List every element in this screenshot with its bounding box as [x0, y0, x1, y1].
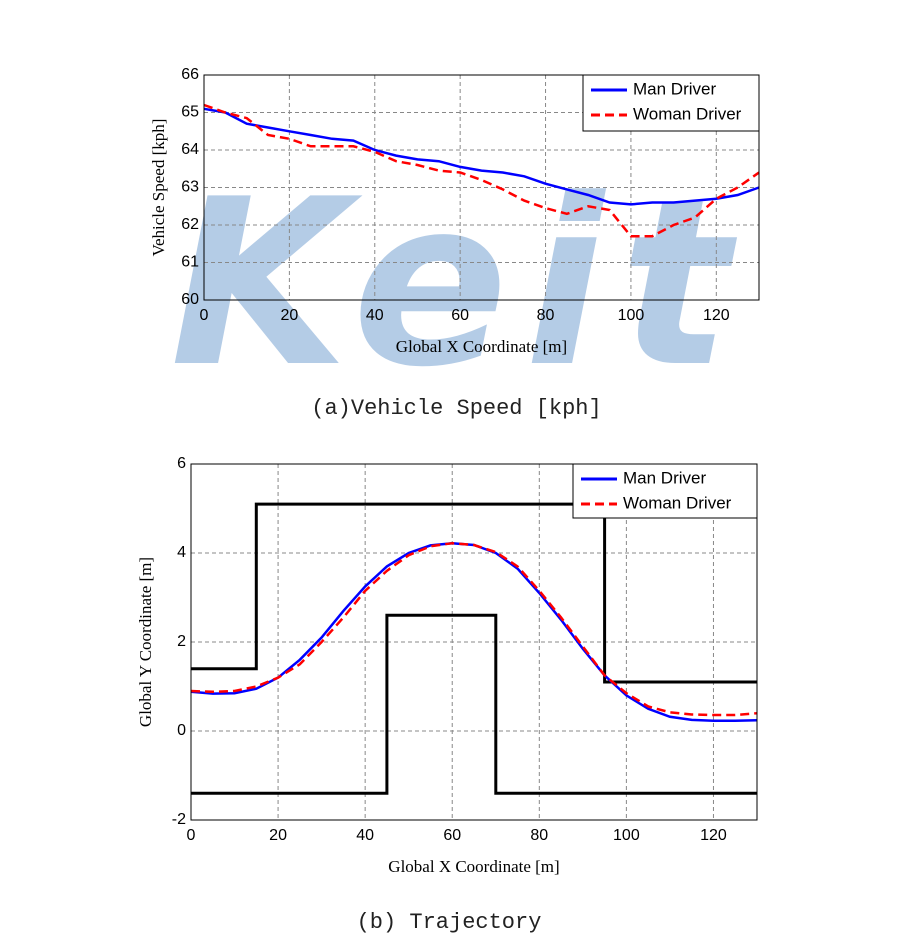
legend-label: Woman Driver: [633, 104, 742, 123]
y-tick-label: 4: [177, 544, 186, 561]
y-tick-label: 66: [181, 66, 199, 83]
x-tick-label: 0: [200, 307, 209, 324]
watermark: Keit: [170, 151, 738, 418]
caption: (b) Trajectory: [357, 910, 542, 935]
x-tick-label: 80: [530, 827, 548, 844]
x-tick-label: 100: [618, 307, 645, 324]
x-tick-label: 100: [613, 827, 640, 844]
x-axis-label: Global X Coordinate [m]: [388, 857, 559, 876]
legend-box: [572, 463, 758, 519]
y-axis-label: Vehicle Speed [kph]: [149, 119, 168, 257]
legend-box: [582, 74, 760, 132]
y-tick-label: 65: [181, 104, 199, 121]
y-tick-label: 62: [181, 216, 199, 233]
plot-frame: [190, 463, 758, 821]
x-tick-label: 80: [537, 307, 555, 324]
y-tick-label: 61: [181, 254, 199, 271]
legend-label: Man Driver: [623, 468, 706, 487]
plot-frame: [203, 74, 760, 301]
y-tick-label: -2: [172, 811, 186, 828]
y-tick-label: 2: [177, 633, 186, 650]
x-tick-label: 40: [366, 307, 384, 324]
legend-label: Woman Driver: [623, 493, 732, 512]
x-tick-label: 60: [443, 827, 461, 844]
y-axis-label: Global Y Coordinate [m]: [136, 557, 155, 727]
x-tick-label: 20: [280, 307, 298, 324]
series-line: [190, 541, 758, 717]
series-line: [203, 103, 760, 238]
y-tick-label: 0: [177, 722, 186, 739]
caption: (a)Vehicle Speed [kph]: [311, 396, 601, 421]
x-tick-label: 120: [703, 307, 730, 324]
series-line: [203, 107, 760, 206]
x-tick-label: 60: [451, 307, 469, 324]
y-tick-label: 64: [181, 141, 199, 158]
x-tick-label: 120: [700, 827, 727, 844]
x-tick-label: 20: [269, 827, 287, 844]
y-tick-label: 6: [177, 455, 186, 472]
boundary-line: [191, 502, 757, 684]
legend-label: Man Driver: [633, 79, 716, 98]
y-tick-label: 63: [181, 179, 199, 196]
x-tick-label: 40: [356, 827, 374, 844]
boundary-line: [191, 613, 757, 795]
x-tick-label: 0: [187, 827, 196, 844]
x-axis-label: Global X Coordinate [m]: [396, 337, 567, 356]
y-tick-label: 60: [181, 291, 199, 308]
